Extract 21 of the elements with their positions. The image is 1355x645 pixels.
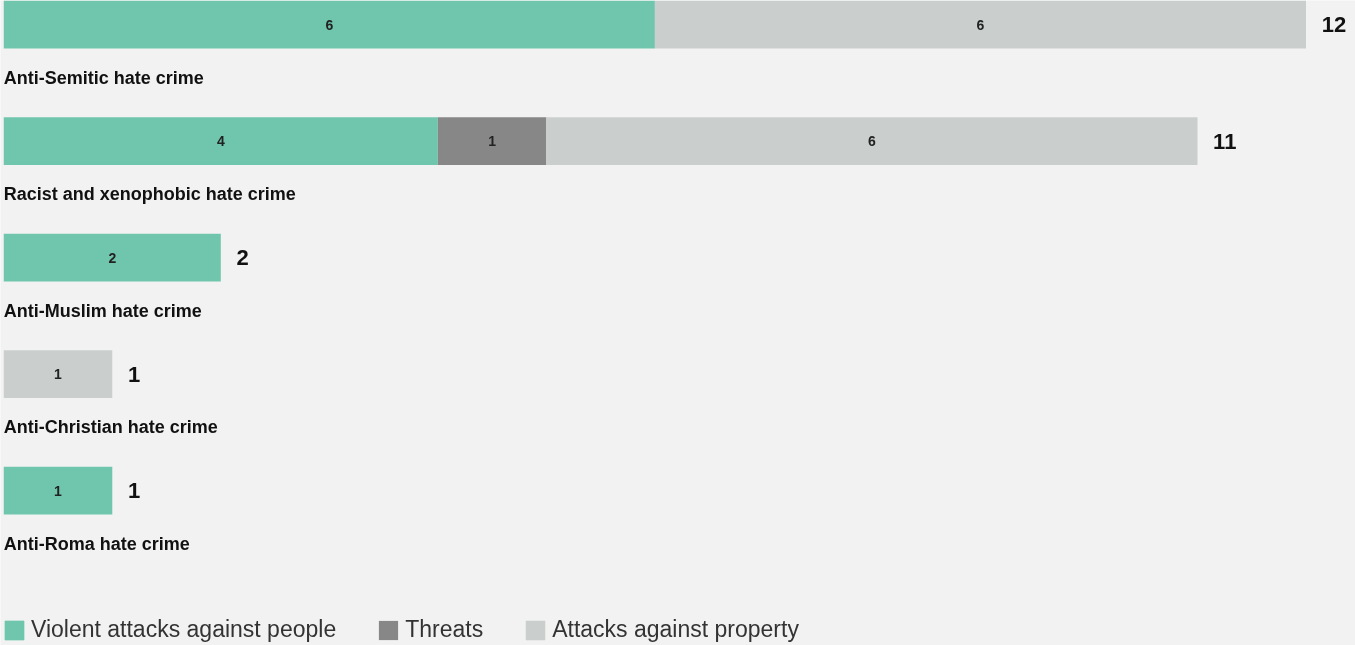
total-label: 2 [236,245,249,271]
total-label: 11 [1213,128,1237,154]
data-label: 1 [488,133,497,150]
total-label: 1 [127,478,141,504]
data-label: 4 [216,133,225,150]
total-label: 12 [1321,12,1347,37]
legend-label: Attacks against property [552,616,799,643]
y-tick-label: Anti-Muslim hate crime [3,300,202,321]
data-label: 2 [108,249,117,266]
y-tick-label: Anti-Roma hate crime [3,533,190,554]
data-label: 6 [325,16,334,33]
data-label: 6 [976,16,985,33]
y-tick-label: Anti-Semitic hate crime [3,67,204,88]
y-tick-label: Racist and xenophobic hate crime [3,184,296,205]
y-tick-label: Anti-Christian hate crime [3,417,218,438]
data-label: 1 [54,366,63,383]
legend-label: Violent attacks against people [31,616,337,643]
data-label: 6 [868,133,877,150]
total-label: 1 [127,361,141,387]
legend-label: Threats [405,616,484,643]
data-label: 1 [54,482,63,499]
